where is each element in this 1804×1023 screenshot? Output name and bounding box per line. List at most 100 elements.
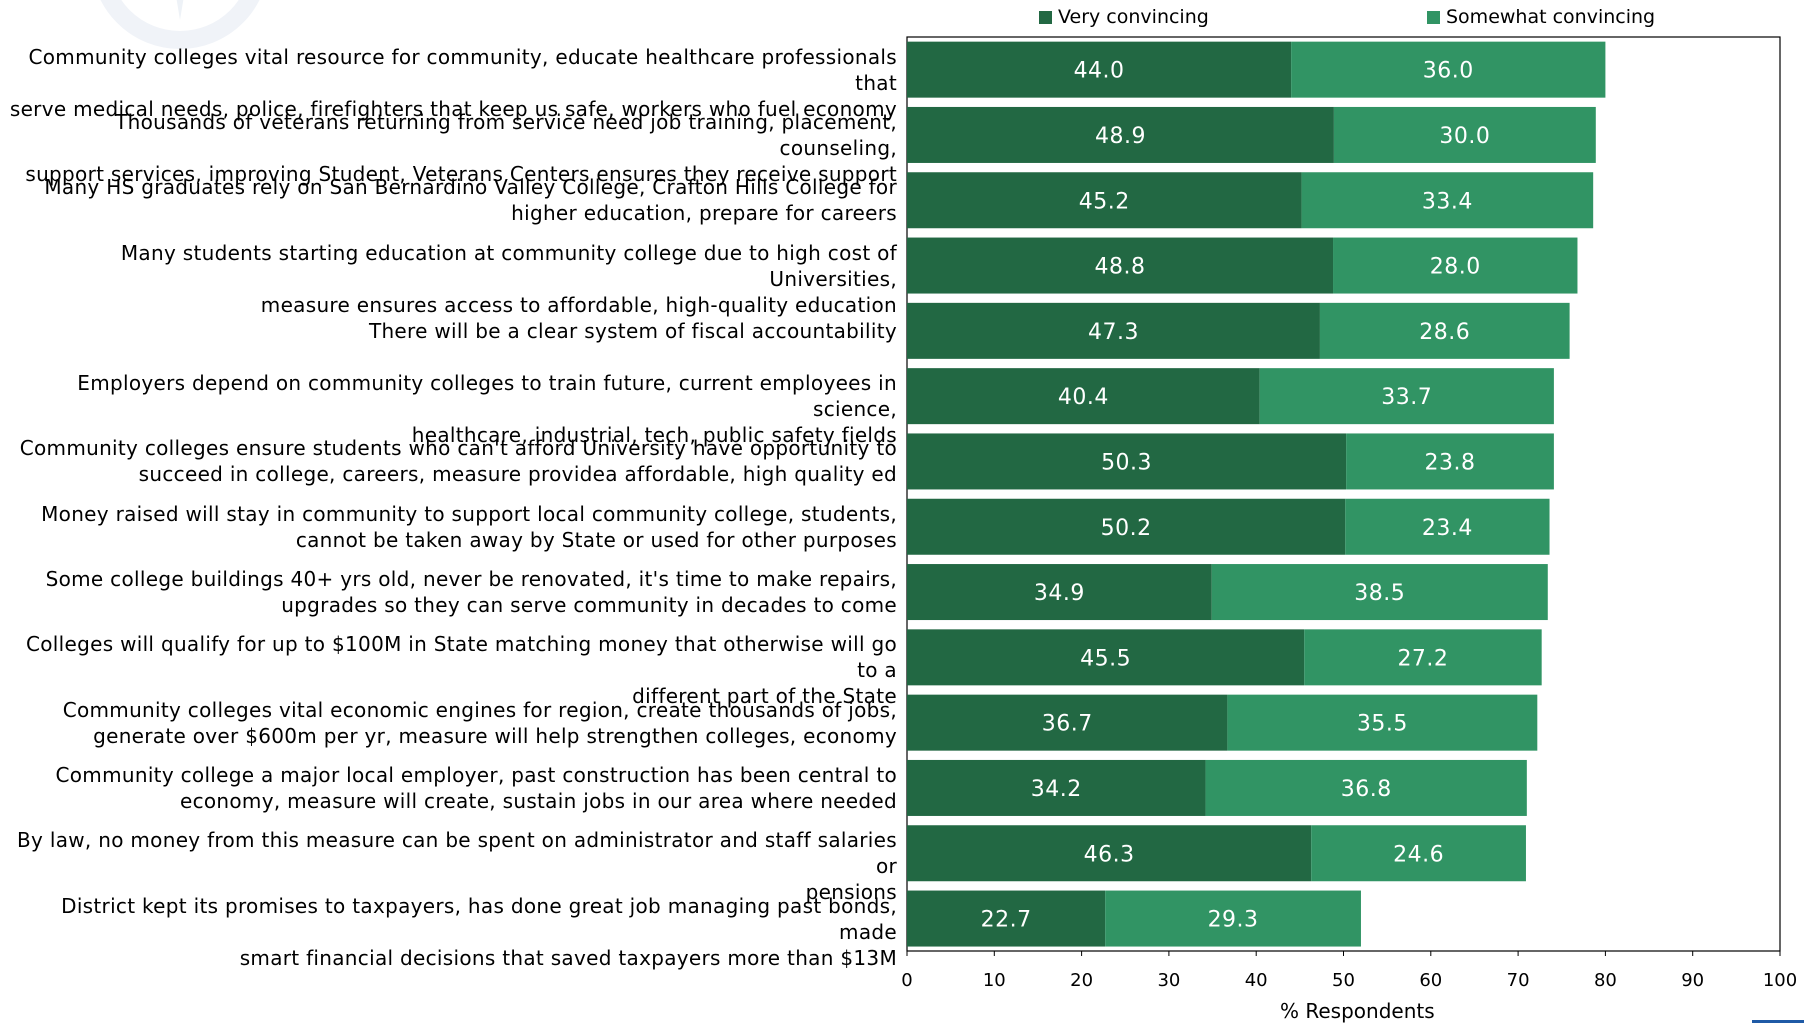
bar-value-label: 27.2: [1397, 646, 1448, 671]
x-axis-title: % Respondents: [1280, 999, 1435, 1023]
category-label: Many HS graduates rely on San Bernardino…: [2, 174, 897, 226]
bar-value-label: 28.0: [1430, 255, 1481, 280]
bar-very-12: [907, 825, 1312, 882]
x-tick-label: 60: [1419, 970, 1442, 991]
bar-somewhat-8: [1211, 564, 1548, 621]
category-label-line: higher education, prepare for careers: [511, 201, 897, 226]
bar-somewhat-7: [1345, 498, 1550, 555]
category-label-line: succeed in college, careers, measure pro…: [138, 462, 897, 487]
bar-value-label: 33.4: [1422, 189, 1473, 214]
bar-very-13: [907, 890, 1106, 947]
category-label: By law, no money from this measure can b…: [2, 827, 897, 905]
x-tick-label: 100: [1763, 970, 1797, 991]
x-tick-label: 80: [1594, 970, 1617, 991]
x-tick-label: 30: [1157, 970, 1180, 991]
bar-value-label: 36.0: [1423, 59, 1474, 84]
category-label-line: smart financial decisions that saved tax…: [239, 945, 897, 970]
x-tick-label: 90: [1681, 970, 1704, 991]
bar-very-6: [907, 433, 1347, 490]
bar-somewhat-9: [1304, 629, 1542, 686]
category-label-line: upgrades so they can serve community in …: [281, 593, 897, 618]
category-label-line: pensions: [805, 880, 897, 905]
corner-tab: [1752, 1020, 1804, 1023]
legend-item-somewhat: Somewhat convincing: [1427, 6, 1655, 28]
category-label-line: economy, measure will create, sustain jo…: [179, 788, 897, 813]
category-label: District kept its promises to taxpayers,…: [2, 893, 897, 971]
bar-value-label: 34.2: [1031, 777, 1082, 802]
bar-value-label: 23.4: [1422, 516, 1473, 541]
category-label-line: Thousands of veterans returning from ser…: [115, 109, 897, 160]
bar-value-label: 36.7: [1042, 712, 1093, 737]
category-label: There will be a clear system of fiscal a…: [2, 318, 897, 344]
bar-value-label: 36.8: [1341, 777, 1392, 802]
category-label-line: generate over $600m per yr, measure will…: [93, 723, 897, 748]
bar-value-label: 44.0: [1074, 59, 1125, 84]
bar-somewhat-4: [1319, 302, 1570, 359]
category-label-line: cannot be taken away by State or used fo…: [295, 527, 897, 552]
category-label-line: Community colleges vital economic engine…: [62, 697, 897, 722]
bar-value-label: 29.3: [1208, 908, 1259, 933]
bar-value-label: 33.7: [1381, 385, 1432, 410]
x-tick-label: 70: [1507, 970, 1530, 991]
legend-swatch-very: [1039, 10, 1052, 24]
category-label: Employers depend on community colleges t…: [2, 370, 897, 448]
watermark-logo: [100, 0, 260, 49]
bar-very-10: [907, 694, 1228, 751]
bar-somewhat-13: [1105, 890, 1361, 947]
x-tick-label: 40: [1245, 970, 1268, 991]
x-tick-label: 50: [1332, 970, 1355, 991]
bar-somewhat-12: [1311, 825, 1526, 882]
category-label-line: Many students starting education at comm…: [120, 240, 897, 291]
x-tick-label: 0: [901, 970, 912, 991]
category-label-line: support services, improving Student, Vet…: [25, 161, 897, 186]
bar-somewhat-3: [1333, 237, 1578, 294]
category-label-line: There will be a clear system of fiscal a…: [368, 318, 897, 343]
category-label-line: Colleges will qualify for up to $100M in…: [25, 632, 897, 683]
category-label-line: different part of the State: [632, 684, 897, 709]
bar-very-11: [907, 759, 1206, 816]
bar-somewhat-2: [1301, 172, 1594, 229]
bar-very-1: [907, 106, 1334, 163]
bar-somewhat-10: [1227, 694, 1538, 751]
category-label-line: Community college a major local employer…: [55, 762, 897, 787]
bar-value-label: 48.8: [1095, 255, 1146, 280]
bar-very-4: [907, 302, 1320, 359]
category-label: Colleges will qualify for up to $100M in…: [2, 631, 897, 709]
x-tick-label: 20: [1070, 970, 1093, 991]
category-label-line: Employers depend on community colleges t…: [77, 371, 897, 422]
category-label-line: measure ensures access to affordable, hi…: [260, 292, 897, 317]
bar-value-label: 48.9: [1095, 124, 1146, 149]
bar-very-9: [907, 629, 1305, 686]
bar-somewhat-1: [1333, 106, 1596, 163]
bar-very-7: [907, 498, 1346, 555]
category-label: Thousands of veterans returning from ser…: [2, 109, 897, 187]
category-label: Some college buildings 40+ yrs old, neve…: [2, 566, 897, 618]
bar-somewhat-0: [1291, 41, 1606, 98]
bar-very-8: [907, 564, 1212, 621]
category-label-line: serve medical needs, police, firefighter…: [9, 96, 897, 121]
legend-label-somewhat: Somewhat convincing: [1446, 6, 1656, 28]
bar-value-label: 35.5: [1357, 712, 1408, 737]
bar-somewhat-5: [1259, 368, 1554, 425]
bar-value-label: 28.6: [1419, 320, 1470, 345]
category-label: Community colleges ensure students who c…: [2, 435, 897, 487]
bar-somewhat-11: [1205, 759, 1527, 816]
bar-value-label: 38.5: [1354, 581, 1405, 606]
category-label-line: Community colleges vital resource for co…: [28, 44, 897, 95]
legend-swatch-somewhat: [1427, 10, 1440, 24]
bar-value-label: 47.3: [1088, 320, 1139, 345]
bar-value-label: 34.9: [1034, 581, 1085, 606]
bar-value-label: 30.0: [1439, 124, 1490, 149]
category-label-line: healthcare, industrial, tech, public saf…: [411, 423, 897, 448]
bar-value-label: 22.7: [981, 908, 1032, 933]
category-label-line: Many HS graduates rely on San Bernardino…: [44, 175, 897, 200]
bar-value-label: 50.2: [1101, 516, 1152, 541]
bar-very-5: [907, 368, 1260, 425]
x-tick-label: 10: [983, 970, 1006, 991]
legend-item-very: Very convincing: [1039, 6, 1209, 28]
bar-value-label: 45.2: [1079, 189, 1130, 214]
bar-value-label: 23.8: [1425, 450, 1476, 475]
bar-value-label: 45.5: [1080, 646, 1131, 671]
bar-value-label: 50.3: [1101, 450, 1152, 475]
